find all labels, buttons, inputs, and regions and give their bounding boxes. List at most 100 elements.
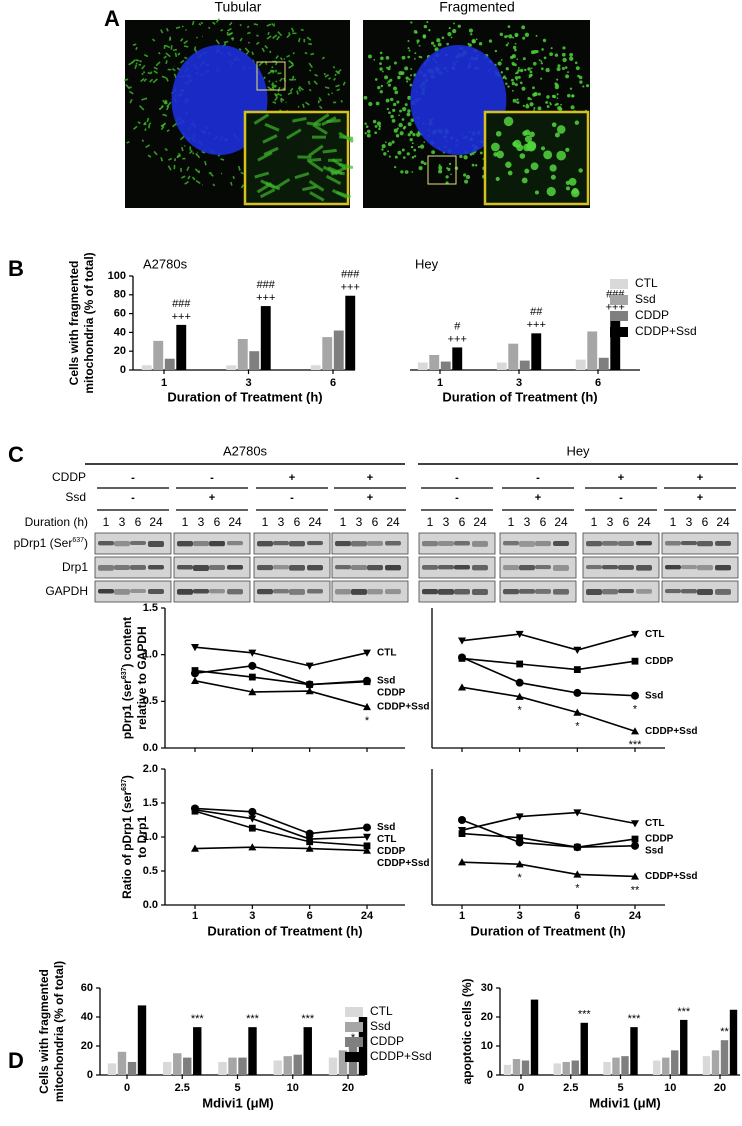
mito — [556, 125, 566, 134]
series-line — [461, 861, 636, 878]
mito — [381, 144, 386, 149]
duration: 6 — [459, 515, 466, 529]
bar — [153, 340, 164, 370]
mito — [412, 132, 416, 137]
mito — [165, 52, 171, 58]
band — [665, 589, 681, 594]
legend-swatch — [345, 1037, 363, 1047]
blot-label: Drp1 — [62, 560, 88, 574]
mito — [388, 111, 391, 115]
mito — [342, 81, 346, 86]
mito — [521, 86, 526, 91]
duration: 3 — [278, 515, 285, 529]
band — [422, 565, 438, 570]
mito — [246, 25, 250, 29]
mito — [387, 142, 392, 147]
mito — [184, 180, 189, 185]
mito — [279, 77, 283, 82]
marker — [515, 678, 524, 687]
text-segment: Ratio of pDrp1 (ser — [120, 791, 134, 899]
mito — [516, 58, 519, 61]
mito — [530, 162, 539, 171]
mito — [524, 135, 532, 143]
y-tick-label: 0.0 — [143, 742, 158, 754]
bar — [260, 306, 271, 370]
text-segment: pDrp1 (ser — [120, 679, 134, 739]
mito — [391, 140, 395, 144]
mito — [181, 25, 184, 28]
mito — [308, 160, 324, 173]
mito — [401, 55, 406, 60]
legend-label: CTL — [370, 1004, 393, 1018]
annotation: * — [365, 715, 370, 727]
bar — [621, 1056, 629, 1075]
mito — [135, 46, 138, 51]
mito — [450, 173, 452, 176]
image-title: Fragmented — [439, 0, 514, 15]
mito — [549, 52, 553, 57]
mito — [505, 43, 509, 47]
mito — [505, 161, 512, 168]
mito — [312, 123, 328, 135]
mito — [237, 165, 241, 171]
mito — [516, 98, 519, 101]
bar — [598, 357, 609, 370]
mito — [290, 27, 295, 33]
mito — [410, 68, 413, 70]
mito — [491, 142, 500, 152]
nucleus — [171, 45, 268, 155]
row-label: CDDP — [52, 470, 86, 484]
bar — [587, 331, 598, 370]
band — [385, 565, 401, 571]
mito — [508, 34, 513, 39]
marker — [363, 846, 371, 854]
y-tick-label: 20 — [114, 345, 126, 357]
mito — [253, 23, 259, 26]
mito — [550, 174, 556, 180]
mito — [521, 25, 526, 30]
mito — [472, 153, 475, 156]
zoom-box — [427, 155, 457, 185]
mito — [126, 140, 130, 144]
legend-label: Ssd — [635, 292, 656, 306]
mito — [390, 114, 394, 119]
mito — [471, 163, 475, 167]
mito — [533, 49, 537, 54]
text-segment: Cells with fragmented — [37, 969, 51, 1094]
mito — [251, 51, 254, 56]
marker — [573, 870, 582, 878]
y-tick-label: 40 — [81, 1011, 93, 1023]
mito — [513, 139, 522, 148]
mito — [308, 62, 313, 68]
mito — [564, 66, 568, 69]
mito — [377, 86, 381, 90]
mito — [153, 150, 158, 156]
x-tick-label: 20 — [714, 1082, 726, 1094]
mito — [292, 52, 295, 55]
blot-label: GAPDH — [45, 584, 88, 598]
x-tick-label: 0 — [124, 1082, 130, 1094]
bar — [141, 365, 152, 370]
bar — [671, 1050, 679, 1075]
mito — [374, 131, 378, 135]
mito — [167, 165, 172, 171]
legend-swatch — [345, 1052, 363, 1062]
band — [454, 565, 470, 570]
mito — [374, 78, 378, 81]
annotation: +++ — [527, 319, 546, 331]
mito — [279, 98, 283, 103]
line-label: CDDP — [645, 656, 674, 667]
mito — [585, 84, 590, 88]
marker — [458, 637, 466, 645]
mito — [525, 104, 530, 109]
mito — [567, 71, 569, 74]
mito — [298, 85, 304, 91]
mito — [129, 98, 133, 104]
series-line — [194, 646, 368, 667]
bar — [173, 1053, 182, 1075]
bar — [496, 362, 507, 370]
mito — [514, 42, 517, 45]
mito — [566, 93, 571, 98]
mito — [574, 120, 580, 125]
mito — [494, 49, 498, 53]
